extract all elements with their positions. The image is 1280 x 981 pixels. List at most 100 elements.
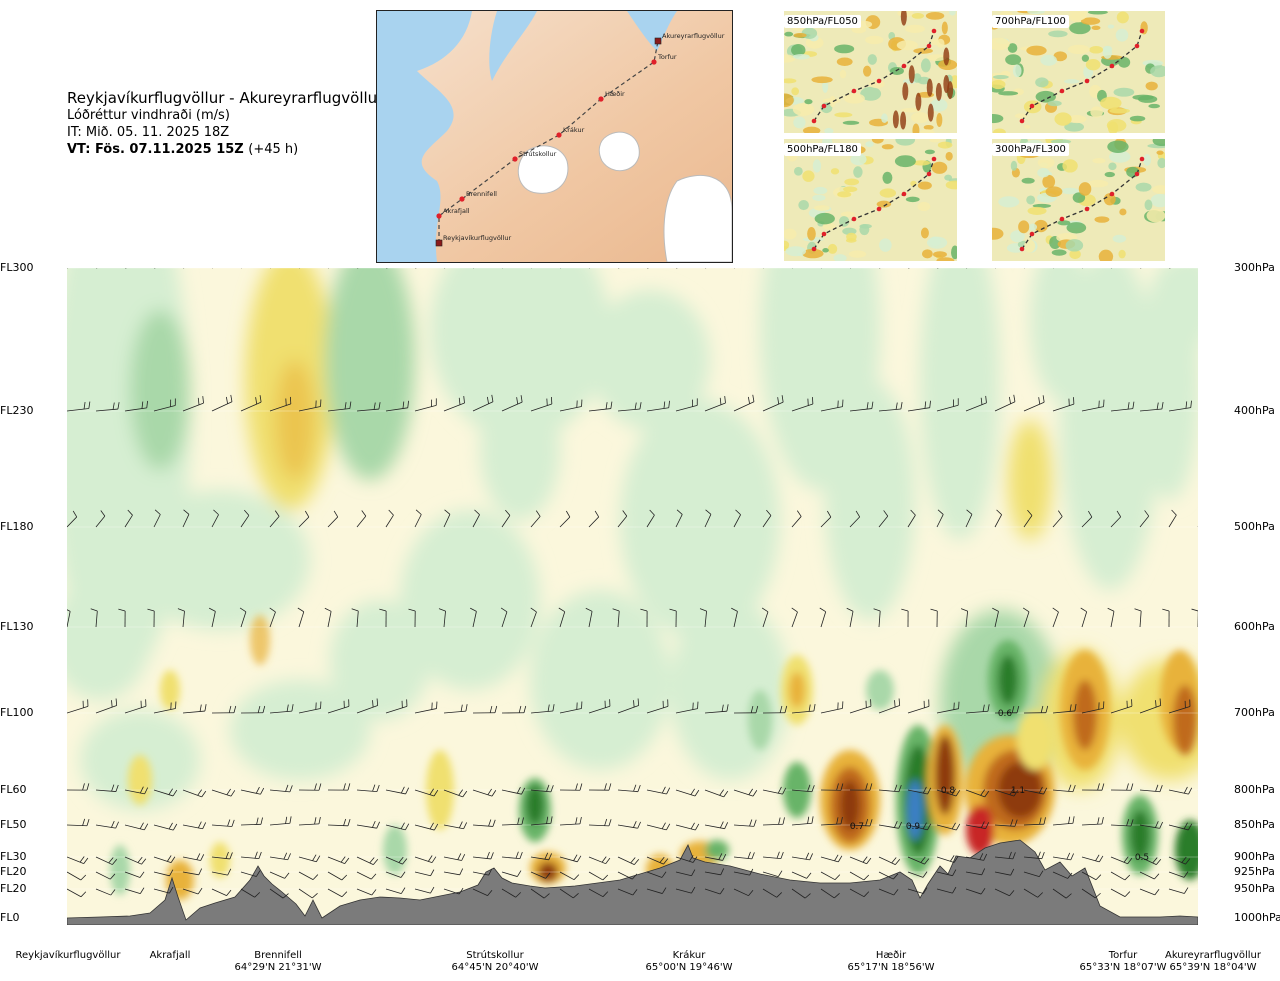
thumbnail-cell: [876, 200, 892, 208]
wind-barb: [1023, 817, 1046, 826]
wind-barb: [1139, 821, 1164, 829]
thumbnail-waypoint: [931, 28, 937, 34]
thumbnail-cell: [945, 180, 957, 190]
wind-barb: [878, 871, 899, 880]
thumbnail-cell: [926, 54, 947, 62]
wind-barb: [414, 509, 422, 528]
pressure-level-label: 800hPa: [1234, 783, 1275, 796]
wind-barb: [385, 856, 408, 865]
wind-barb: [617, 871, 638, 880]
wind-barb: [617, 402, 642, 412]
wind-barb: [269, 396, 292, 412]
thumbnail-cell: [1087, 11, 1108, 15]
flight-level-label: FL100: [0, 706, 34, 719]
wind-barb: [994, 819, 1018, 827]
wind-cell: [400, 510, 540, 690]
station-name: Akureyrarflugvöllur: [1164, 950, 1261, 961]
wind-barb: [269, 784, 293, 793]
thumbnail-cell: [902, 82, 909, 101]
wind-barb: [67, 856, 89, 864]
thumbnail-300[interactable]: 300hPa/FL300: [992, 139, 1165, 261]
wind-barb: [298, 888, 318, 899]
station-label: Reykjavíkurflugvöllur: [8, 950, 128, 962]
wind-barb: [675, 869, 696, 877]
thumbnail-cell: [846, 232, 857, 242]
wind-barb: [585, 607, 593, 628]
thumbnail-cell: [904, 24, 925, 34]
thumbnail-cell: [1064, 122, 1085, 132]
wind-barb: [994, 868, 1015, 876]
wind-barb: [846, 607, 854, 628]
wind-barb: [96, 268, 98, 269]
wind-barb: [443, 887, 464, 895]
wind-cell: [1030, 268, 1090, 400]
thumbnail-500[interactable]: 500hPa/FL180: [784, 139, 957, 261]
thumbnail-cell: [1069, 249, 1081, 260]
station-name: Reykjavíkurflugvöllur: [15, 950, 121, 961]
wind-barb: [559, 854, 582, 863]
wind-barb: [1052, 871, 1073, 879]
wind-barb: [820, 399, 844, 412]
value-annotation: 0.5: [1135, 853, 1149, 863]
wind-barb: [67, 783, 90, 791]
wind-barb: [1081, 888, 1101, 899]
wind-barb: [327, 699, 350, 714]
thumbnail-cell: [1138, 95, 1158, 103]
wind-barb: [124, 887, 145, 894]
init-time: IT: Mið. 05. 11. 2025 18Z: [67, 125, 230, 140]
wind-barb: [67, 818, 90, 827]
wind-barb: [1197, 790, 1198, 791]
wind-barb: [733, 509, 741, 528]
station-label: Strútskollur 64°45'N 20°40'W: [435, 950, 555, 974]
thumbnail-cell: [1018, 220, 1030, 234]
wind-barb: [1110, 888, 1131, 897]
thumbnail-cell: [1144, 199, 1153, 211]
thumbnail-cell: [1080, 17, 1101, 25]
wind-cell: [705, 840, 729, 860]
wind-barb: [994, 851, 1016, 860]
wind-barb: [994, 705, 1020, 714]
station-label: Akrafjall: [110, 950, 230, 962]
wind-barb: [241, 268, 242, 269]
wind-barb: [530, 396, 553, 412]
wind-barb: [907, 887, 928, 894]
wind-barb: [501, 509, 511, 528]
pressure-level-label: 500hPa: [1234, 520, 1275, 533]
wind-cell: [840, 780, 860, 830]
wind-barb: [95, 402, 120, 412]
wind-barb: [646, 699, 669, 714]
wind-barb: [472, 868, 493, 876]
thumbnail-cell: [1028, 223, 1038, 231]
wind-cell: [1060, 268, 1160, 590]
wind-barb: [588, 818, 612, 827]
wind-barb: [761, 607, 769, 628]
wind-barb: [617, 856, 640, 865]
thumbnail-cell: [1098, 249, 1114, 261]
thumbnail-cell: [923, 124, 934, 130]
thumbnail-cell: [784, 93, 794, 108]
thumbnail-850[interactable]: 850hPa/FL050: [784, 11, 957, 133]
wind-barb: [1110, 401, 1135, 412]
wind-barb: [762, 786, 787, 795]
thumbnail-cell: [1027, 206, 1047, 215]
thumbnail-waypoint: [901, 191, 907, 197]
wind-barb: [208, 607, 216, 628]
thumbnail-700[interactable]: 700hPa/FL100: [992, 11, 1165, 133]
thumbnail-cell: [1081, 54, 1090, 62]
wind-barb: [240, 851, 262, 860]
wind-barb: [153, 869, 174, 877]
wind-barb: [95, 871, 116, 880]
thumbnail-cell: [881, 144, 894, 150]
thumbnail-cell: [839, 216, 850, 227]
wind-barb: [1168, 509, 1177, 528]
wind-barb: [936, 788, 961, 797]
wind-barb: [936, 509, 944, 528]
thumbnail-cell: [941, 21, 948, 35]
wind-barb: [530, 852, 552, 861]
wind-barb: [878, 402, 903, 412]
station-coord: 65°33'N 18°07'W: [1079, 962, 1167, 973]
wind-barb: [820, 783, 844, 791]
thumbnail-cell: [1113, 87, 1135, 97]
wind-barb: [849, 856, 872, 865]
route-line: [438, 40, 659, 243]
